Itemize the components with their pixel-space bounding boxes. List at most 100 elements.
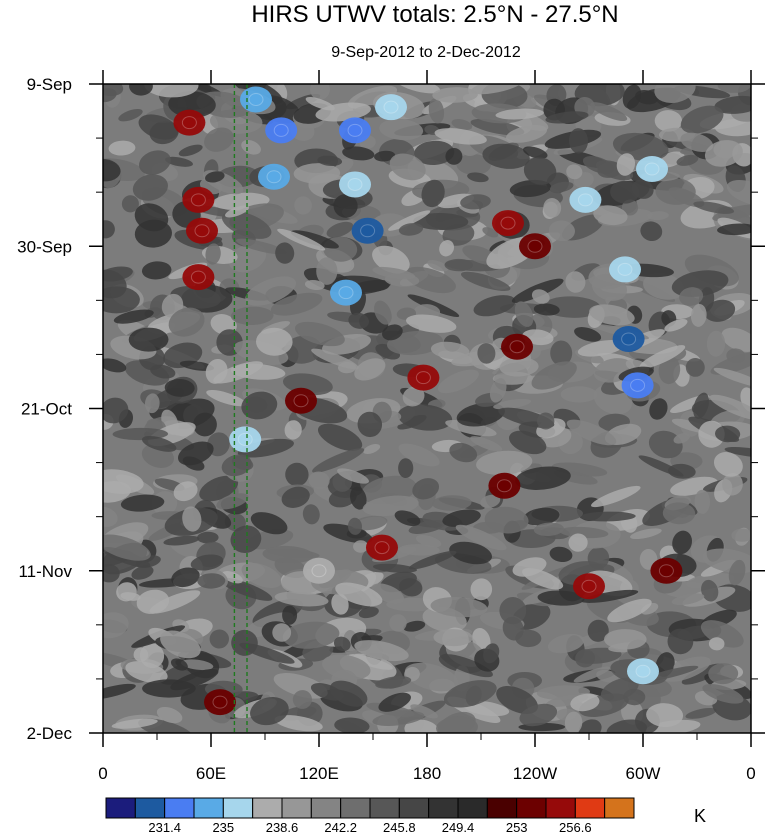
texture-blob (103, 220, 115, 239)
field-feature-core (658, 564, 674, 578)
texture-blob (680, 132, 714, 152)
colorbar-level-label: 249.4 (442, 820, 475, 834)
texture-blob (533, 303, 560, 316)
texture-blob (103, 506, 118, 527)
texture-blob (398, 544, 440, 556)
colorbar-level-label: 253 (506, 820, 528, 834)
texture-blob (414, 140, 455, 166)
texture-blob (574, 327, 602, 342)
texture-blob (449, 541, 493, 565)
field-feature-core (194, 224, 210, 238)
texture-blob (277, 228, 326, 251)
y-axis-tick-labels: 9-Sep 30-Sep 21-Oct 11-Nov 2-Dec (17, 75, 72, 743)
texture-blob (410, 704, 438, 719)
texture-blob (305, 96, 335, 111)
texture-blob (658, 356, 681, 385)
field-feature-core (496, 479, 512, 493)
texture-blob (170, 658, 188, 671)
texture-blob (230, 525, 262, 553)
texture-blob (693, 201, 735, 214)
field-feature-core (635, 664, 651, 678)
texture-blob (470, 578, 493, 601)
texture-blob (274, 591, 329, 607)
texture-blob (375, 676, 412, 689)
texture-blob (547, 633, 585, 654)
field-feature-core (509, 340, 525, 354)
texture-blob (523, 507, 560, 526)
texture-blob (712, 204, 751, 222)
texture-blob (103, 612, 129, 639)
texture-blob (685, 707, 717, 719)
chart-subtitle: 9-Sep-2012 to 2-Dec-2012 (331, 44, 521, 61)
texture-blob (103, 397, 129, 424)
texture-blob (312, 448, 365, 473)
texture-blob (470, 118, 525, 136)
texture-blob (224, 512, 246, 532)
texture-blob (103, 88, 117, 103)
field-feature-core (293, 394, 309, 408)
texture-blob (456, 402, 505, 427)
texture-blob (378, 692, 411, 712)
texture-blob (168, 307, 205, 337)
texture-blob (113, 309, 154, 324)
colorbar-swatch (545, 797, 576, 819)
texture-blob (690, 303, 707, 327)
texture-blob (590, 102, 628, 122)
colorbar-unit-label: K (694, 806, 706, 826)
field-feature-core (415, 371, 431, 385)
texture-blob (311, 348, 359, 370)
texture-blob (282, 605, 298, 625)
texture-blob (165, 156, 193, 167)
texture-blob (262, 545, 314, 564)
texture-blob (428, 98, 445, 124)
texture-blob (582, 156, 615, 174)
field-feature-core (360, 224, 376, 238)
texture-blob (372, 711, 425, 726)
texture-blob (282, 621, 340, 649)
texture-blob (715, 425, 741, 443)
axis-ticks (89, 70, 765, 747)
texture-blob (610, 180, 640, 204)
texture-blob (533, 522, 564, 537)
field-feature-core (212, 695, 228, 709)
texture-blob (523, 146, 548, 159)
colorbar-swatch (193, 797, 224, 819)
texture-blob (219, 577, 273, 601)
texture-blob (476, 450, 533, 476)
texture-blob (456, 153, 491, 176)
texture-blob (496, 685, 538, 715)
texture-blob (317, 423, 363, 451)
colorbar-level-label: 235 (212, 820, 234, 834)
texture-blob (698, 420, 725, 448)
texture-blob (250, 512, 288, 535)
texture-blob (292, 690, 312, 709)
texture-blob (631, 179, 654, 199)
texture-blob (328, 488, 357, 508)
texture-blob (333, 194, 358, 218)
texture-blob (404, 266, 456, 294)
texture-blob (139, 643, 165, 669)
texture-blob (648, 430, 683, 459)
field-feature-core (190, 270, 206, 284)
field-features (173, 86, 683, 716)
texture-blob (118, 109, 143, 122)
texture-blob (616, 153, 636, 176)
texture-blob (357, 411, 383, 438)
texture-blob (471, 84, 523, 95)
texture-blob (281, 486, 310, 508)
texture-blob (103, 683, 136, 700)
chart-title: HIRS UTWV totals: 2.5°N - 27.5°N (251, 1, 618, 28)
texture-blob (646, 703, 684, 728)
texture-blob (722, 473, 743, 496)
texture-blob (230, 306, 274, 326)
texture-blob (537, 412, 555, 430)
texture-blob (441, 654, 493, 678)
texture-blob (164, 378, 195, 397)
texture-blob (704, 299, 736, 322)
texture-blob (445, 147, 463, 165)
y-tick-label: 9-Sep (27, 75, 72, 94)
colorbar (105, 797, 635, 819)
texture-blob (388, 210, 431, 231)
texture-blob (171, 567, 200, 588)
texture-blob (342, 146, 375, 161)
